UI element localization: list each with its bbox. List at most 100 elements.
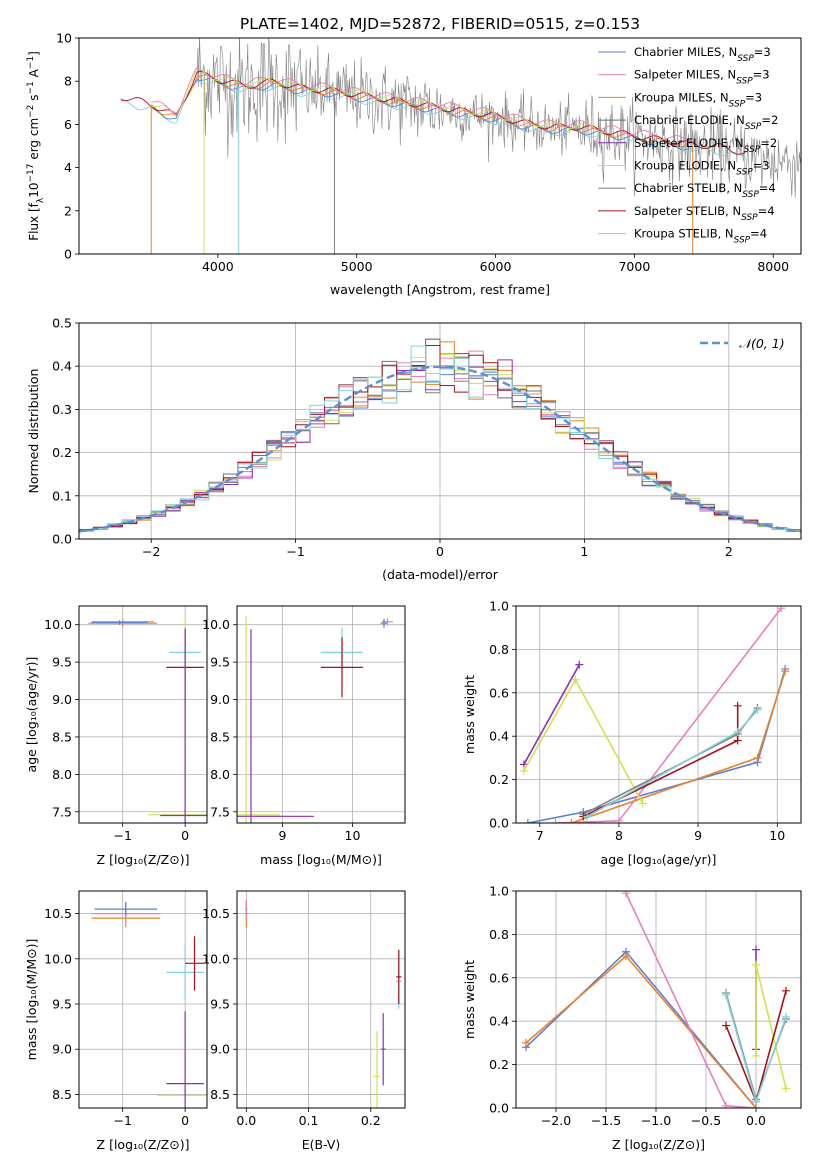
x-tick-label: −1	[113, 828, 131, 843]
data-point	[575, 660, 584, 669]
label-part: =4	[758, 204, 775, 218]
plot-area	[120, 38, 801, 254]
y-tick-label: 0.2	[489, 1057, 509, 1072]
legend-entry: Kroupa STELIB, NSSP=4	[634, 227, 767, 246]
x-tick-label: 6000	[480, 259, 512, 274]
series-line	[755, 964, 787, 1089]
data-point	[614, 816, 623, 823]
y-tick-label: 10.0	[44, 617, 72, 632]
x-tick-label: 0	[181, 1113, 189, 1128]
x-tick-label: 2	[725, 544, 733, 559]
label-part: Salpeter MILES, N	[634, 68, 736, 82]
y-tick-label: 0.2	[52, 445, 72, 460]
y-tick-label: 9.0	[210, 1042, 230, 1057]
y-tick-label: 0.5	[52, 316, 72, 331]
data-point	[782, 986, 790, 995]
data-point	[752, 960, 760, 969]
series-line	[571, 670, 786, 823]
plot-marks	[79, 606, 207, 823]
y-tick-label: 9.5	[210, 655, 230, 670]
y-tick-label: 9.0	[52, 692, 72, 707]
y-tick-label: 7.5	[52, 804, 72, 819]
x-tick-label: −1	[286, 544, 304, 559]
x-tick-label: −1.5	[591, 1113, 621, 1128]
x-tick-label: 5000	[341, 259, 373, 274]
y-tick-label: 10.0	[44, 951, 72, 966]
x-axis-label: wavelength [Angstrom, rest frame]	[330, 282, 550, 297]
plot-area	[79, 606, 207, 823]
series-line	[582, 707, 759, 816]
x-axis-label: Z [log₁₀(Z/Z⊙)]	[612, 1137, 705, 1152]
plot-marks	[237, 606, 405, 823]
series-line	[525, 955, 757, 1108]
model-spectrum	[120, 78, 746, 160]
x-tick-label: 0.0	[746, 1113, 766, 1128]
plot-area	[237, 891, 405, 1108]
y-tick-label: 8.5	[210, 729, 230, 744]
label-part: SSP	[737, 54, 754, 64]
data-point	[519, 766, 528, 775]
label-part: SSP	[734, 236, 751, 246]
y-tick-label: 8.5	[210, 1087, 230, 1102]
x-tick-label: 9	[279, 828, 287, 843]
data-point	[638, 799, 647, 808]
label-part: λ	[36, 197, 46, 203]
label-part: SSP	[742, 190, 759, 200]
y-tick-label: 0	[64, 247, 72, 262]
x-tick-label: 7	[536, 828, 544, 843]
chart-weight-vs-age: 7 8 9 10 0.0 0.2 0.4 0.6 0.8 1.0 age [log₁₀(age/yr…	[462, 599, 802, 867]
error-cross	[237, 629, 314, 823]
data-point	[722, 1021, 730, 1030]
x-tick-label: −0.5	[691, 1113, 721, 1128]
data-point	[523, 819, 532, 823]
y-tick-label: 9.5	[52, 997, 72, 1012]
error-cross	[237, 616, 280, 823]
error-cross	[185, 936, 204, 991]
x-axis-label: Z [log₁₀(Z/Z⊙)]	[97, 1137, 190, 1152]
y-tick-label: 4	[64, 160, 72, 175]
chart-weight-vs-z: −2.0 −1.5 −1.0 −0.5 0.0 0.0 0.2 0.4 0.6 0.8 1.0 Z […	[462, 884, 802, 1152]
y-tick-label: 0.8	[489, 927, 509, 942]
x-tick-label: 10	[345, 828, 361, 843]
y-tick-label: 8	[64, 74, 72, 89]
label-part: SSP	[745, 122, 762, 132]
label-part: A	[27, 68, 41, 81]
plot-marks	[516, 606, 801, 823]
x-tick-label: 10	[769, 828, 785, 843]
y-tick-label: 9.0	[52, 1042, 72, 1057]
data-point	[583, 812, 592, 821]
label-part: SSP	[736, 77, 753, 87]
label-part: erg cm	[27, 118, 41, 164]
figure-title: PLATE=1402, MJD=52872, FIBERID=0515, z=0…	[240, 15, 640, 33]
x-tick-label: −2	[142, 544, 160, 559]
data-point	[733, 736, 742, 745]
y-tick-label: 0.2	[489, 772, 509, 787]
y-tick-label: 8.5	[52, 1087, 72, 1102]
label-part: SSP	[744, 145, 761, 155]
y-tick-label: 0.0	[489, 816, 509, 831]
y-tick-label: 9.0	[210, 692, 230, 707]
data-point	[752, 1051, 760, 1060]
legend-entry: Chabrier ELODIE, NSSP=2	[634, 113, 778, 132]
plot-area	[516, 891, 801, 1108]
y-tick-label: 0.0	[489, 1101, 509, 1116]
series-line	[523, 679, 644, 804]
normal-curve	[79, 365, 801, 533]
label-part: s	[27, 95, 41, 105]
y-axis-label-text: age [log₁₀(age/yr)]	[24, 657, 39, 773]
data-point	[753, 706, 762, 715]
model-spectrum	[151, 67, 607, 133]
label-part: =3	[754, 45, 771, 59]
data-point	[571, 675, 580, 684]
label-part: Kroupa ELODIE, N	[634, 159, 736, 173]
y-tick-label: 9.5	[52, 655, 72, 670]
series-line	[525, 951, 757, 1108]
data-point	[777, 606, 786, 613]
data-point	[781, 667, 790, 676]
y-tick-label: 1.0	[489, 599, 509, 614]
y-tick-label: 10	[56, 31, 72, 46]
error-cross	[91, 620, 148, 625]
y-axis-label: mass [log₁₀(M/M⊙)]	[24, 939, 39, 1061]
label-part: Kroupa MILES, N	[634, 90, 729, 104]
